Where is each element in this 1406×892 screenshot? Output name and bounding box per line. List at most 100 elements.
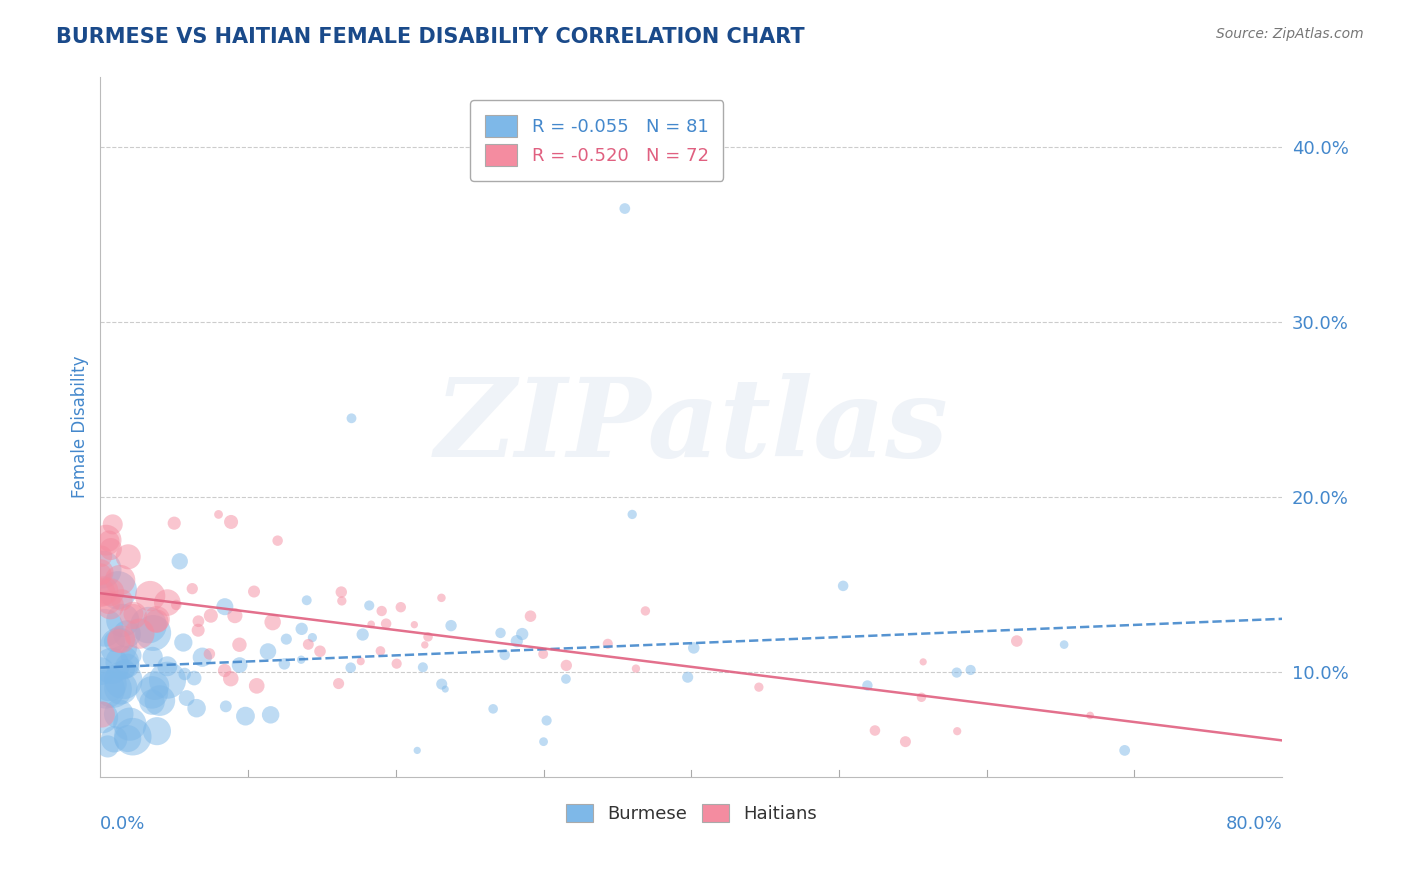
- Point: [118, 717, 141, 731]
- Point: [228, 638, 250, 652]
- Point: [621, 508, 644, 522]
- Point: [959, 663, 981, 677]
- Point: [412, 660, 434, 674]
- Point: [624, 662, 647, 676]
- Y-axis label: Female Disability: Female Disability: [72, 356, 89, 499]
- Point: [98, 677, 121, 691]
- Point: [100, 542, 122, 557]
- Point: [370, 604, 392, 618]
- Point: [122, 608, 145, 623]
- Point: [613, 202, 636, 216]
- Point: [146, 724, 169, 739]
- Point: [894, 734, 917, 748]
- Point: [101, 517, 124, 532]
- Point: [266, 533, 288, 548]
- Point: [91, 710, 114, 724]
- Point: [138, 618, 160, 632]
- Point: [832, 579, 855, 593]
- Point: [370, 644, 392, 658]
- Point: [246, 679, 269, 693]
- Point: [276, 632, 298, 647]
- Point: [506, 634, 529, 648]
- Point: [97, 595, 120, 609]
- Legend: Burmese, Haitians: Burmese, Haitians: [558, 797, 824, 830]
- Point: [295, 593, 318, 607]
- Point: [413, 638, 436, 652]
- Point: [111, 614, 134, 628]
- Point: [682, 640, 704, 655]
- Point: [309, 644, 332, 658]
- Point: [228, 658, 250, 673]
- Point: [107, 707, 129, 722]
- Point: [215, 699, 238, 714]
- Point: [634, 604, 657, 618]
- Point: [219, 672, 242, 686]
- Point: [214, 664, 236, 678]
- Point: [90, 707, 112, 722]
- Point: [89, 566, 111, 580]
- Point: [108, 633, 131, 648]
- Point: [404, 617, 426, 632]
- Point: [107, 639, 129, 653]
- Point: [91, 563, 114, 577]
- Point: [482, 702, 505, 716]
- Point: [519, 609, 541, 624]
- Point: [297, 637, 319, 651]
- Point: [141, 695, 163, 709]
- Point: [350, 654, 373, 668]
- Point: [596, 637, 619, 651]
- Point: [946, 724, 969, 739]
- Point: [165, 598, 187, 612]
- Point: [224, 608, 246, 623]
- Point: [181, 582, 204, 596]
- Point: [676, 670, 699, 684]
- Point: [385, 657, 408, 671]
- Point: [339, 661, 361, 675]
- Point: [1005, 634, 1028, 648]
- Point: [359, 599, 381, 613]
- Point: [191, 650, 214, 665]
- Text: BURMESE VS HAITIAN FEMALE DISABILITY CORRELATION CHART: BURMESE VS HAITIAN FEMALE DISABILITY COR…: [56, 27, 804, 46]
- Point: [111, 656, 134, 670]
- Point: [117, 658, 139, 673]
- Point: [291, 622, 314, 636]
- Point: [98, 585, 121, 599]
- Point: [90, 664, 112, 678]
- Point: [114, 662, 136, 676]
- Point: [328, 676, 350, 690]
- Point: [406, 743, 429, 757]
- Point: [101, 681, 124, 696]
- Point: [187, 624, 209, 638]
- Point: [375, 616, 398, 631]
- Point: [128, 626, 150, 640]
- Point: [93, 621, 115, 635]
- Point: [748, 680, 770, 694]
- Point: [533, 734, 555, 748]
- Point: [207, 508, 229, 522]
- Point: [111, 593, 134, 607]
- Point: [121, 730, 143, 744]
- Point: [510, 627, 533, 641]
- Point: [536, 714, 558, 728]
- Point: [340, 411, 363, 425]
- Point: [90, 567, 112, 582]
- Point: [1114, 743, 1136, 757]
- Point: [912, 655, 935, 669]
- Text: Source: ZipAtlas.com: Source: ZipAtlas.com: [1216, 27, 1364, 41]
- Point: [156, 659, 179, 673]
- Point: [856, 678, 879, 692]
- Point: [112, 673, 135, 687]
- Point: [115, 627, 138, 641]
- Point: [97, 534, 120, 549]
- Point: [186, 701, 208, 715]
- Point: [434, 682, 457, 697]
- Point: [531, 647, 554, 661]
- Point: [214, 599, 236, 614]
- Point: [863, 723, 886, 738]
- Point: [198, 647, 221, 661]
- Point: [93, 584, 115, 599]
- Point: [430, 677, 453, 691]
- Point: [273, 657, 295, 671]
- Point: [430, 591, 453, 605]
- Point: [910, 690, 932, 705]
